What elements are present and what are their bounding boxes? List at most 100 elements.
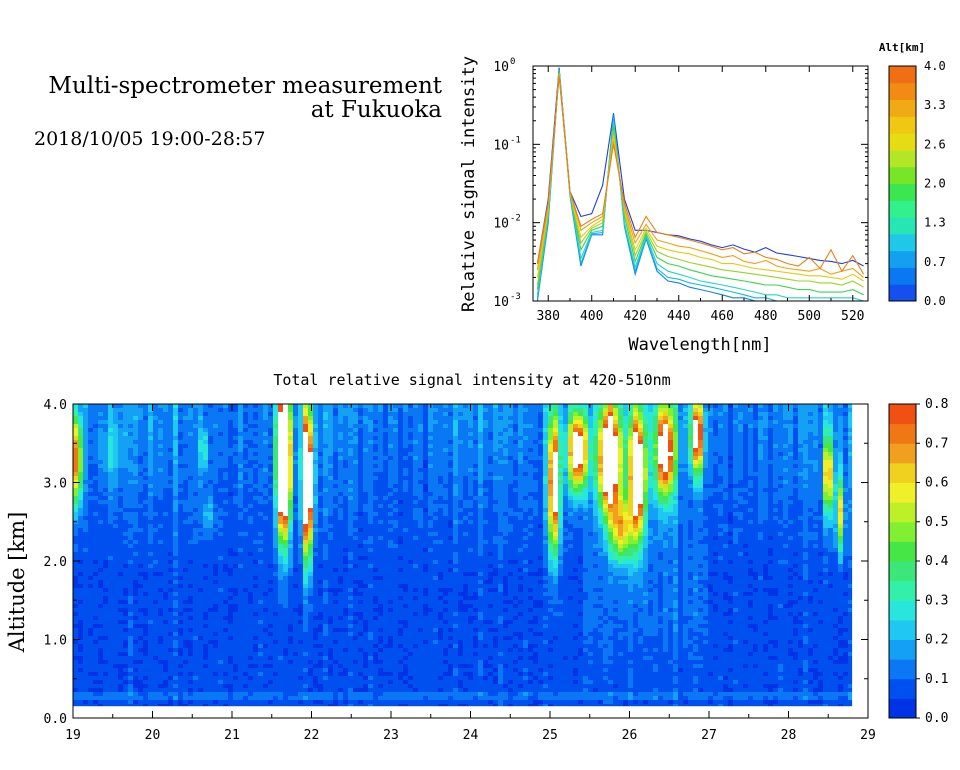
heatmap-cell (133, 524, 139, 529)
heatmap-cell (228, 420, 234, 425)
heatmap-cell (308, 644, 314, 649)
heatmap-cell (373, 440, 379, 445)
heatmap-cell (228, 644, 234, 649)
heatmap-cell (238, 428, 244, 433)
heatmap-cell (313, 644, 319, 649)
heatmap-cell (193, 496, 199, 501)
heatmap-cell (243, 576, 249, 581)
heatmap-cell (78, 424, 84, 429)
heatmap-cell (113, 652, 119, 657)
heatmap-cell (253, 624, 259, 629)
heatmap-cell (223, 492, 229, 497)
heatmap-cell (368, 604, 374, 609)
heatmap-cell (103, 600, 109, 605)
heatmap-cell (88, 656, 94, 661)
heatmap-cell (373, 580, 379, 585)
heatmap-cell (273, 408, 279, 413)
heatmap-cell (368, 484, 374, 489)
heatmap-cell (368, 612, 374, 617)
heatmap-cell (123, 612, 129, 617)
heatmap-cell (173, 408, 179, 413)
heatmap-cell (363, 652, 369, 657)
heatmap-cell (163, 420, 169, 425)
heatmap-cell (228, 660, 234, 665)
heatmap-cell (218, 640, 224, 645)
heatmap-cell (98, 636, 104, 641)
heatmap-cell (233, 516, 239, 521)
heatmap-cell (243, 536, 249, 541)
heatmap-cell (328, 576, 334, 581)
heatmap-cell (133, 616, 139, 621)
heatmap-cell (358, 492, 364, 497)
heatmap-cell (73, 440, 79, 445)
heatmap-cell (263, 644, 269, 649)
heatmap-cell (223, 680, 229, 685)
heatmap-cell (98, 668, 104, 673)
heatmap-cell (83, 704, 89, 707)
heatmap-cell (153, 504, 159, 509)
alt-colorbar-swatch (889, 116, 916, 134)
heatmap-cell (188, 416, 194, 421)
heatmap-cell (108, 412, 114, 417)
heatmap-cell (268, 660, 274, 665)
heatmap-cell (263, 632, 269, 637)
heatmap-cell (343, 440, 349, 445)
heatmap-cell (163, 572, 169, 577)
heatmap-cell (283, 496, 289, 501)
heatmap-cell (208, 476, 214, 481)
heatmap-cell (298, 632, 304, 637)
heatmap-cell (228, 468, 234, 473)
heatmap-cell (368, 572, 374, 577)
heatmap-cell (168, 608, 174, 613)
heatmap-cell (313, 552, 319, 557)
heatmap-cell (228, 452, 234, 457)
heatmap-cell (143, 528, 149, 533)
heatmap-cell (143, 496, 149, 501)
heatmap-cell (308, 436, 314, 441)
heatmap-cell (288, 600, 294, 605)
heatmap-cell (118, 408, 124, 413)
heatmap-cell (243, 684, 249, 689)
heatmap-cell (303, 484, 309, 489)
heatmap-cell (283, 564, 289, 569)
heatmap-cell (78, 436, 84, 441)
heatmap-cell (233, 424, 239, 429)
heatmap-cell (183, 596, 189, 601)
heatmap-cell (178, 404, 184, 409)
heatmap-cell (78, 652, 84, 657)
heatmap-cell (283, 700, 289, 705)
heatmap-cell (73, 576, 79, 581)
heatmap-cell (93, 644, 99, 649)
heatmap-cell (103, 592, 109, 597)
heatmap-cell (258, 452, 264, 457)
heatmap-cell (238, 636, 244, 641)
heatmap-cell (363, 640, 369, 645)
heatmap-cell (243, 428, 249, 433)
heatmap-cell (318, 692, 324, 697)
heatmap-cell (338, 572, 344, 577)
heatmap-cell (383, 664, 389, 669)
heatmap-cell (138, 528, 144, 533)
heatmap-cell (178, 560, 184, 565)
heatmap-cell (253, 424, 259, 429)
heatmap-cell (133, 688, 139, 693)
heatmap-cell (338, 456, 344, 461)
heatmap-cell (138, 680, 144, 685)
heatmap-cell (198, 668, 204, 673)
heatmap-cell (73, 452, 79, 457)
heatmap-cell (123, 556, 129, 561)
heatmap-cell (203, 548, 209, 553)
heatmap-cell (333, 472, 339, 477)
heatmap-cell (248, 532, 254, 537)
heatmap-cell (213, 504, 219, 509)
heatmap-cell (318, 648, 324, 653)
heatmap-cell (173, 576, 179, 581)
heatmap-cell (198, 556, 204, 561)
heatmap-cell (223, 632, 229, 637)
heatmap-cell (153, 492, 159, 497)
heatmap-cell (138, 588, 144, 593)
heatmap-cell (118, 480, 124, 485)
heatmap-cell (108, 616, 114, 621)
heatmap-cell (233, 604, 239, 609)
heatmap-cell (258, 616, 264, 621)
